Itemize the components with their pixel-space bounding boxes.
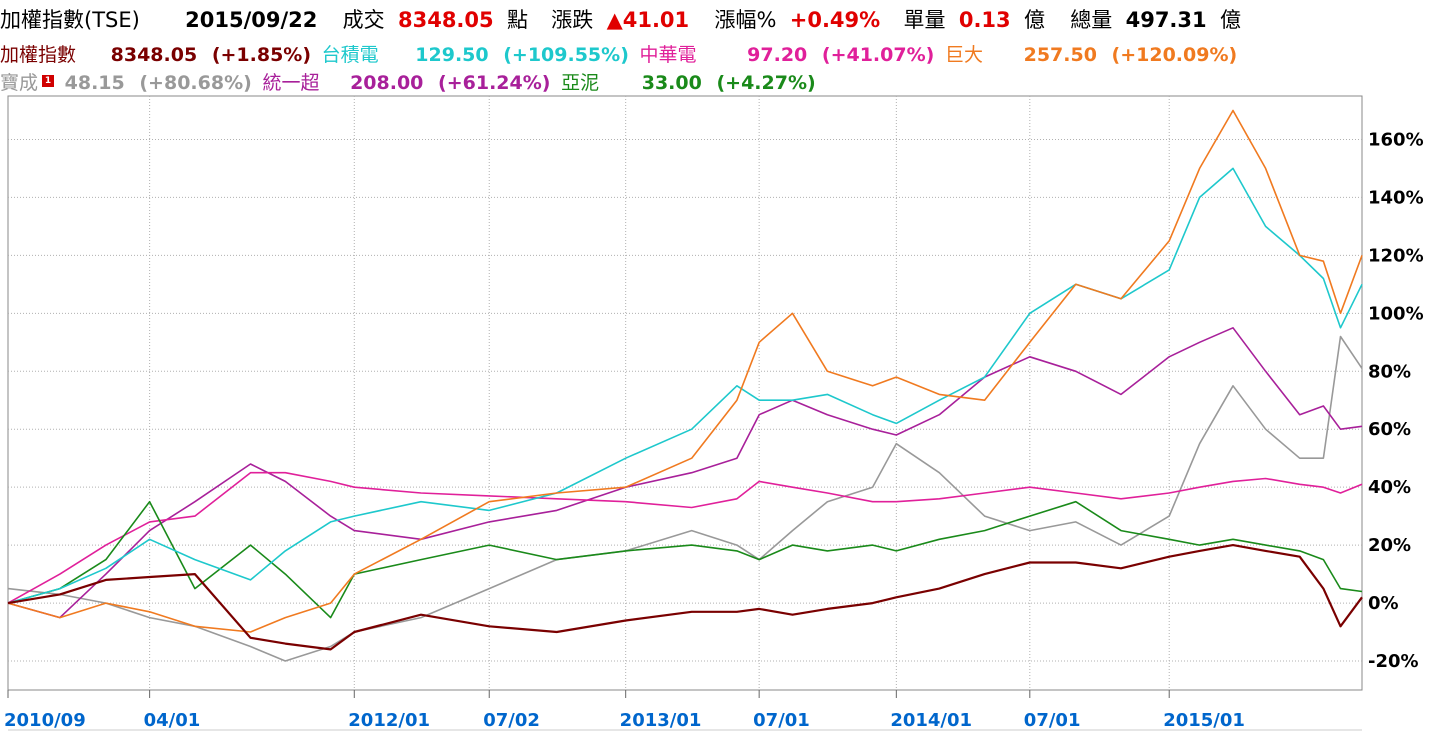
legend-pct-7eleven: (+61.24%)	[438, 72, 551, 94]
total-vol-unit: 億	[1219, 8, 1241, 32]
legend-price-taiex: 8348.05	[110, 44, 198, 66]
legend-price-acc: 33.00	[641, 72, 702, 94]
x-tick-label: 2014/01	[890, 710, 972, 731]
series-line	[7, 335, 1363, 662]
x-tick-label: 07/01	[1024, 710, 1081, 731]
y-tick-label: -20%	[1368, 651, 1419, 672]
legend-name-tsmc: 台積電	[321, 44, 379, 66]
y-tick-label: 140%	[1368, 187, 1424, 208]
legend-name-taiex: 加權指數	[0, 44, 77, 66]
legend-pct-acc: (+4.27%)	[716, 72, 816, 94]
alert-flag-icon[interactable]: 1	[42, 75, 55, 87]
legend-price-7eleven: 208.00	[350, 72, 424, 94]
series-line	[7, 471, 1363, 604]
legend-price-tsmc: 129.50	[415, 44, 489, 66]
quote-date: 2015/09/22	[185, 8, 318, 32]
legend-pct-giant: (+120.09%)	[1111, 44, 1238, 66]
y-tick-label: 0%	[1368, 593, 1399, 614]
y-tick-label: 20%	[1368, 535, 1411, 556]
legend-name-giant: 巨大	[944, 44, 983, 66]
legend-row-2: 寶成 1 48.15 (+80.68%) 統一超 208.00 (+61.24%)…	[0, 71, 816, 95]
legend-row-1: 加權指數 8348.05 (+1.85%) 台積電 129.50 (+109.5…	[0, 43, 1237, 67]
x-tick-label: 2012/01	[348, 710, 430, 731]
legend-name-pou-chen: 寶成	[0, 72, 39, 94]
pct-value: +0.49%	[789, 8, 881, 32]
legend-pct-pou-chen: (+80.68%)	[139, 72, 252, 94]
series-line	[7, 500, 1363, 619]
x-tick-label: 2010/09	[4, 710, 86, 731]
x-tick-label: 07/02	[483, 710, 540, 731]
legend-name-acc: 亞泥	[561, 72, 600, 94]
quote-header: 加權指數(TSE) 2015/09/22 成交 8348.05 點 漲跌 ▲41…	[0, 8, 1241, 32]
total-vol-value: 497.31	[1125, 8, 1207, 32]
legend-pct-cht: (+41.07%)	[821, 44, 935, 66]
deal-label: 成交	[342, 8, 385, 32]
legend-pct-tsmc: (+109.55%)	[503, 44, 629, 66]
series-line	[7, 109, 1363, 633]
index-name: 加權指數(TSE)	[0, 8, 140, 32]
legend-price-giant: 257.50	[1023, 44, 1097, 66]
change-value: ▲41.01	[606, 8, 690, 32]
y-tick-label: 100%	[1368, 303, 1424, 324]
y-tick-label: 60%	[1368, 419, 1411, 440]
change-label: 漲跌	[551, 8, 594, 32]
y-tick-label: 40%	[1368, 477, 1411, 498]
x-tick-label: 2013/01	[620, 710, 702, 731]
x-tick-label: 07/01	[753, 710, 810, 731]
unit-vol-value: 0.13	[958, 8, 1011, 32]
series-line	[7, 167, 1363, 604]
total-vol-label: 總量	[1070, 8, 1113, 32]
points-label: 點	[506, 8, 528, 32]
legend-price-cht: 97.20	[747, 44, 808, 66]
y-tick-label: 120%	[1368, 245, 1424, 266]
pct-label: 漲幅%	[714, 8, 777, 32]
y-tick-label: 160%	[1368, 129, 1424, 150]
legend-name-7eleven: 統一超	[262, 72, 320, 94]
y-tick-label: 80%	[1368, 361, 1411, 382]
deal-value: 8348.05	[397, 8, 494, 32]
unit-vol-unit: 億	[1023, 8, 1045, 32]
legend-price-pou-chen: 48.15	[64, 72, 125, 94]
unit-vol-label: 單量	[903, 8, 946, 32]
plot-area	[7, 95, 1363, 691]
x-tick-label: 04/01	[144, 710, 201, 731]
x-tick-label: 2015/01	[1163, 710, 1245, 731]
legend-name-cht: 中華電	[639, 44, 697, 66]
legend-pct-taiex: (+1.85%)	[211, 44, 312, 66]
series-line	[7, 543, 1363, 651]
